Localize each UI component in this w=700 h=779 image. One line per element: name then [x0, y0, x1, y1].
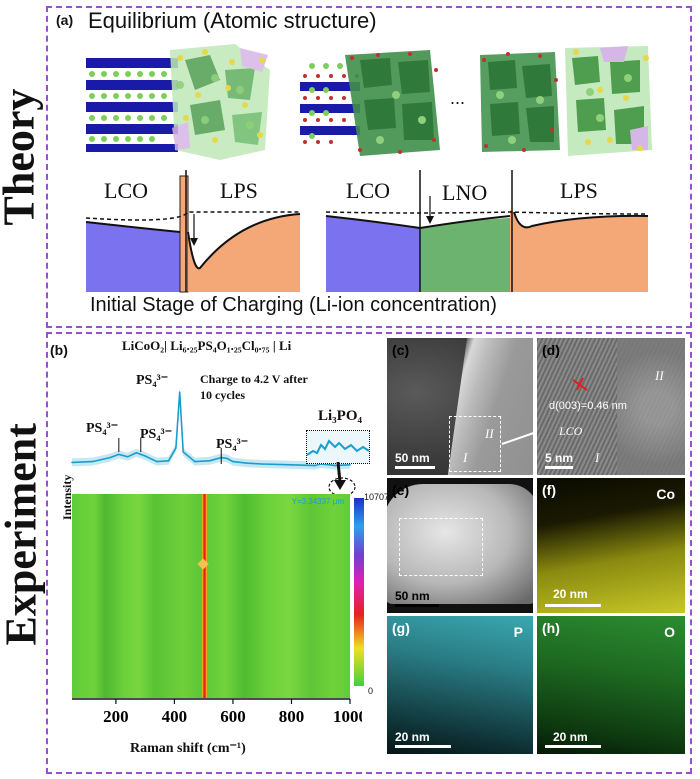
panel-a-label: (a) [56, 12, 74, 28]
right-lps-label: LPS [560, 178, 598, 203]
map-peak-line [202, 494, 207, 698]
x-axis: 200 400 600 800 1000 [72, 698, 362, 726]
panel-c-label: (c) [392, 342, 410, 358]
panel-a-caption: Initial Stage of Charging (Li-ion concen… [90, 294, 497, 316]
raman-map: Y=3.34337 μm [72, 494, 350, 698]
panel-d-scale-bar [545, 466, 573, 469]
panel-d-region-2: II [655, 368, 664, 383]
lco-label: LCO [559, 424, 583, 438]
left-lco-label: LCO [104, 178, 148, 203]
spectrum-point [156, 460, 158, 463]
panel-h-o-map: (h) O 20 nm [537, 616, 685, 754]
spectrum-point [135, 452, 138, 454]
panel-c-scale-bar [395, 466, 435, 469]
panel-a-title: Equilibrium (Atomic structure) [88, 8, 377, 33]
spectrum-point [261, 463, 264, 465]
charge-note-line-1: Charge to 4.2 V after [200, 372, 308, 386]
cell-configuration: LiCoO₂| Li₆.₂₅PS₄O₁.₂₅Cl₀.₇₅ | Li [122, 338, 292, 353]
panel-h-scale-bar [545, 745, 601, 748]
panel-g-scale: 20 nm [395, 730, 430, 744]
panel-c-tem: (c) II I 50 nm [387, 338, 533, 475]
peak-label-3: PS₄³⁻ [140, 427, 173, 442]
spectrum-point [314, 464, 316, 467]
spectrum-point [182, 451, 184, 453]
theory-side-label: Theory [0, 88, 44, 226]
x-tick-label: 800 [279, 707, 305, 726]
charge-note-line-2: 10 cycles [200, 388, 245, 402]
panel-c-scale: 50 nm [395, 451, 430, 465]
panel-h-label: (h) [542, 620, 560, 636]
spectrum-point [109, 456, 111, 459]
spectrum-point [246, 462, 249, 464]
spectrum-point [144, 455, 146, 457]
spectrum-point [194, 460, 196, 463]
selection-box-e [399, 518, 483, 576]
panel-e-label: (e) [392, 482, 410, 498]
panel-g-scale-bar [395, 745, 451, 748]
panel-f-label: (f) [542, 482, 556, 498]
panel-f-scale-bar [545, 604, 601, 607]
panel-g-p-map: (g) P 20 nm [387, 616, 533, 754]
experiment-side-label: Experiment [0, 423, 46, 646]
panel-h-element: O [664, 624, 675, 640]
spectrum-point [290, 464, 293, 466]
peak-label-1: PS₄³⁻ [136, 373, 169, 388]
selection-box-c [449, 416, 501, 472]
peak-label-2: PS₄³⁻ [86, 421, 119, 436]
spectrum-point [334, 464, 337, 467]
panel-d-region-1: I [595, 450, 600, 465]
spectrum-point [175, 447, 177, 449]
spectrum-point [71, 461, 73, 464]
colorbar-min: 0 [368, 686, 374, 696]
panel-c-region-1: I [463, 450, 468, 465]
map-readout: Y=3.34337 μm [291, 497, 344, 506]
x-tick-label: 1000 [333, 707, 362, 726]
spectrum-point [178, 391, 181, 393]
panel-f-co-map: (f) Co 20 nm [537, 478, 685, 613]
right-lco-label: LCO [346, 178, 390, 203]
x-tick-label: 600 [220, 707, 246, 726]
x-tick-label: 200 [103, 707, 129, 726]
panel-h-scale: 20 nm [553, 730, 588, 744]
spectrum-point [226, 457, 228, 460]
d-spacing: d(003)=0.46 nm [549, 400, 627, 412]
x-tick-label: 400 [162, 707, 188, 726]
panel-f-element: Co [656, 486, 675, 502]
panel-g-element: P [513, 624, 523, 640]
spectrum-point [349, 464, 351, 466]
colorbar-max: 10707 [364, 492, 390, 502]
spectrum-point [91, 460, 94, 463]
spectrum-point [232, 460, 234, 463]
lattice-marker [572, 377, 588, 391]
spectrum-point [118, 453, 120, 456]
panel-d-label: (d) [542, 342, 560, 358]
panel-a-ellipsis: ... [450, 88, 466, 108]
colorbar [354, 498, 364, 686]
li3po4-label: Li₃PO₄ [318, 408, 362, 424]
spectrum-point [208, 460, 211, 462]
peak-label-4: PS₄³⁻ [216, 437, 249, 452]
panel-d-hrtem: (d) d(003)=0.46 nm LCO II I 5 nm [537, 338, 685, 475]
experiment-frame [46, 332, 692, 774]
panel-e-haadf: (e) 50 nm [387, 478, 533, 613]
spectrum-point [126, 456, 129, 458]
spectrum-point [167, 460, 170, 462]
li3po4-inset [306, 430, 370, 464]
panel-f-scale: 20 nm [553, 587, 588, 601]
panel-c-region-2: II [485, 426, 494, 441]
x-axis-title: Raman shift (cm⁻¹) [130, 741, 246, 756]
panel-e-scale: 50 nm [395, 589, 430, 603]
theory-frame [46, 6, 692, 328]
panel-e-scale-bar [395, 604, 439, 607]
right-lno-label: LNO [442, 180, 488, 205]
spectrum-point [328, 464, 331, 466]
panel-d-scale: 5 nm [545, 451, 574, 465]
left-lps-label: LPS [220, 178, 258, 203]
panel-g-label: (g) [392, 620, 410, 636]
panel-b-label: (b) [50, 342, 68, 358]
